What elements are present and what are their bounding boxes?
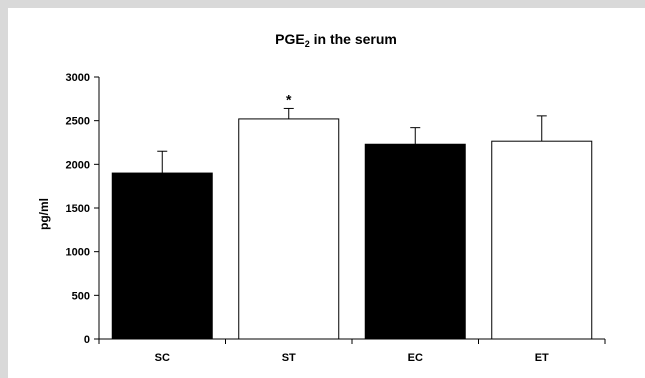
bar-et (491, 140, 593, 340)
x-tick-label-sc: SC (155, 352, 170, 364)
x-tick-label-ec: EC (408, 352, 423, 364)
plot-area: 0 500 1000 1500 2000 2500 3000 SC * ST EC ET (66, 72, 606, 364)
chart-frame: PGE2 in the serum pg/ml 0 500 1000 1500 2000… (8, 8, 645, 378)
chart-title-rest: in the serum (310, 31, 397, 47)
bar-st (238, 118, 340, 340)
x-tick-label-et: ET (535, 352, 549, 364)
y-tick-label: 500 (72, 290, 90, 302)
y-tick-label: 2000 (66, 159, 90, 171)
bar-sc (111, 172, 213, 340)
chart-title: PGE2 in the serum (275, 31, 397, 49)
y-tick-label: 1500 (66, 203, 90, 215)
y-tick-label: 0 (84, 334, 90, 346)
y-tick-label: 2500 (66, 116, 90, 128)
bar-ec (364, 143, 466, 340)
x-tick-label-st: ST (282, 352, 296, 364)
chart-title-subscript: 2 (305, 39, 310, 49)
y-axis-label: pg/ml (37, 198, 51, 230)
significance-marker: * (286, 91, 292, 107)
y-tick-label: 3000 (66, 72, 90, 84)
bar-chart: PGE2 in the serum pg/ml 0 500 1000 1500 2000… (37, 31, 606, 364)
y-tick-label: 1000 (66, 247, 90, 259)
chart-title-main: PGE (275, 31, 305, 47)
